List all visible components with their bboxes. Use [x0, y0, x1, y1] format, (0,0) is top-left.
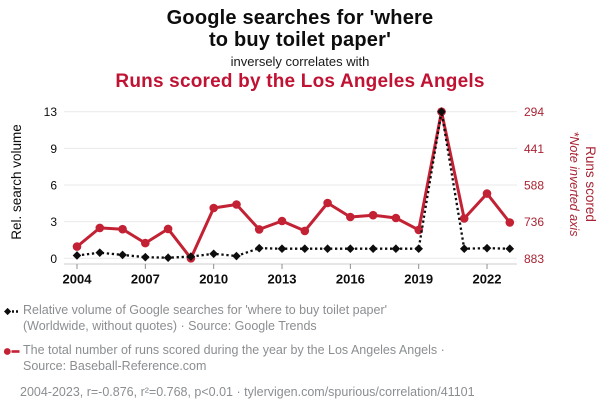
- search-volume-point: [368, 244, 378, 254]
- runs-scored-point: [482, 189, 492, 198]
- runs-scored-point: [209, 203, 218, 213]
- search-volume-point: [254, 243, 264, 253]
- search-volume-point: [391, 244, 401, 254]
- runs-scored-point: [141, 238, 150, 248]
- primary-chart-title: Google searches for 'where to buy toilet…: [166, 7, 434, 51]
- search-volume-point: [186, 252, 196, 261]
- right-axis-tick-label: 736: [524, 215, 544, 229]
- left-axis-tick-label: 13: [44, 105, 58, 119]
- runs-scored-point: [277, 216, 287, 226]
- right-axis-tick-label: 883: [524, 252, 544, 266]
- runs-scored-point: [346, 212, 355, 222]
- x-axis-tick-label: 2016: [336, 272, 365, 287]
- search-volume-point: [232, 251, 241, 261]
- x-axis-tick-label: 2013: [268, 272, 297, 287]
- search-volume-point: [209, 249, 218, 259]
- runs-scored-point: [505, 218, 515, 227]
- x-axis-tick-label: 2019: [404, 272, 433, 287]
- footer-citation: 2004-2023, r=-0.876, r²=0.768, p<0.01 · …: [20, 385, 475, 399]
- right-axis-tick-labels: 294 441 588 736 883: [524, 105, 544, 266]
- legend: Relative volume of Google searches for '…: [0, 299, 600, 374]
- search-volume-point: [414, 244, 423, 254]
- search-volume-point: [277, 244, 287, 254]
- legend-label-runs-scored: The total number of runs scored during t…: [23, 343, 445, 373]
- left-axis-tick-label: 0: [50, 252, 57, 266]
- runs-scored-point: [118, 224, 127, 234]
- runs-scored-point: [95, 223, 105, 233]
- search-volume-point: [459, 244, 469, 254]
- x-axis-tick-label: 2004: [63, 272, 93, 287]
- search-volume-point: [72, 251, 82, 260]
- x-axis-tick-label: 2010: [199, 272, 228, 287]
- black-diamond-dashed-line-icon: [4, 307, 20, 316]
- left-axis-tick-labels: 13 9 6 3 0: [44, 105, 58, 266]
- chart-header: Google searches for 'where to buy toilet…: [0, 0, 600, 92]
- red-circle-solid-line-icon: [3, 348, 20, 355]
- search-volume-point: [95, 248, 105, 257]
- runs-scored-point: [72, 242, 82, 251]
- runs-scored-point: [300, 226, 310, 236]
- legend-row-search-volume: Relative volume of Google searches for '…: [3, 303, 590, 334]
- legend-row-runs-scored: The total number of runs scored during t…: [3, 343, 590, 374]
- correlation-subtitle: inversely correlates with: [230, 54, 370, 69]
- x-axis-tick-label: 2022: [473, 272, 502, 287]
- search-volume-point: [346, 244, 355, 254]
- search-volume-point: [118, 250, 127, 260]
- series-search-volume: [72, 107, 515, 263]
- search-volume-point: [300, 244, 310, 254]
- runs-scored-point: [368, 210, 378, 220]
- search-volume-point: [482, 243, 492, 253]
- runs-scored-point: [391, 213, 401, 223]
- chart-area: 2004 2007 2010 2013 2016 2019 2022 13 9 6 3 0 294 4…: [0, 94, 600, 299]
- search-volume-point: [437, 107, 446, 116]
- x-axis: 2004 2007 2010 2013 2016 2019 2022: [63, 263, 517, 287]
- left-axis-title: Rel. search volume: [9, 124, 24, 240]
- right-axis-title: Runs scored: [583, 146, 598, 222]
- runs-scored-point: [163, 224, 173, 234]
- right-axis-tick-label: 588: [524, 179, 544, 193]
- x-axis-tick-label: 2007: [131, 272, 160, 287]
- runs-scored-point: [232, 200, 241, 209]
- search-volume-point: [323, 244, 332, 254]
- left-axis-tick-label: 9: [50, 142, 57, 156]
- runs-scored-line: [76, 110, 511, 260]
- right-axis-inverted-note: *Note inverted axis: [567, 132, 581, 237]
- dual-axis-line-chart: 2004 2007 2010 2013 2016 2019 2022 13 9 6 3 0 294 4…: [9, 105, 598, 287]
- runs-scored-point: [459, 214, 469, 223]
- search-volume-point: [141, 252, 150, 262]
- left-axis-tick-label: 3: [50, 215, 57, 229]
- right-axis-tick-label: 441: [524, 142, 544, 156]
- legend-label-search-volume: Relative volume of Google searches for '…: [23, 303, 387, 333]
- right-axis-tick-label: 294: [524, 105, 544, 119]
- runs-scored-point: [323, 198, 332, 208]
- search-volume-point: [505, 244, 515, 254]
- secondary-chart-title: Runs scored by the Los Angeles Angels: [115, 71, 485, 92]
- left-axis-tick-label: 6: [50, 179, 57, 193]
- search-volume-point: [163, 253, 173, 263]
- runs-scored-point: [254, 225, 264, 234]
